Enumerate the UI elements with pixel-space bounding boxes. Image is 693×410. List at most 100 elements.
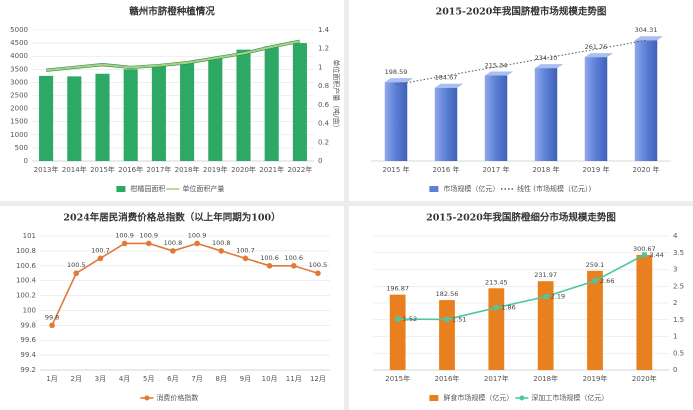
y-tick-label: 100.4 xyxy=(16,277,37,285)
y-tick-label: 4000 xyxy=(10,52,28,60)
point xyxy=(121,240,128,247)
bar xyxy=(123,69,138,161)
data-label: 300.67 xyxy=(633,245,656,253)
y-tick-label: 1000 xyxy=(10,131,28,139)
x-tick-label: 2020 年 xyxy=(632,165,659,174)
y-tick-label: 3500 xyxy=(10,65,28,73)
line xyxy=(46,40,301,72)
y-tick-label: 99.4 xyxy=(20,351,36,359)
x-tick-label: 1月 xyxy=(46,375,57,383)
bar-top xyxy=(384,78,414,83)
data-label: 234.10 xyxy=(535,54,558,62)
point xyxy=(395,316,401,322)
x-tick-label: 2017 年 xyxy=(482,165,509,174)
x-tick-label: 2016年 xyxy=(118,165,143,174)
x-tick-label: 2019年 xyxy=(583,374,608,383)
data-label: 2.66 xyxy=(600,277,614,285)
x-tick-label: 2015 年 xyxy=(382,165,409,174)
bar-top xyxy=(634,36,664,41)
x-tick-label: 2013年 xyxy=(34,165,59,174)
bar xyxy=(39,75,54,161)
y2-tick-label: 1.5 xyxy=(673,316,684,324)
point xyxy=(592,278,598,284)
bar xyxy=(389,294,406,370)
bar xyxy=(180,62,195,161)
data-label: 1.52 xyxy=(403,315,417,323)
legend-label: 单位面积产量 xyxy=(182,184,224,193)
x-tick-label: 10月 xyxy=(262,375,278,383)
x-tick-label: 7月 xyxy=(191,375,202,383)
legend-label: 鲜食市场规模（亿元） xyxy=(443,393,513,402)
x-tick-label: 2018年 xyxy=(175,165,200,174)
bar-top xyxy=(434,83,464,88)
legend-label: 柑橘园面积 xyxy=(130,184,165,193)
chart-title: 2024年居民消费价格总指数（以上年同期为100） xyxy=(63,212,280,224)
point xyxy=(49,322,55,329)
data-label: 100.7 xyxy=(236,246,255,254)
x-tick-label: 2015年 xyxy=(90,165,115,174)
x-tick-label: 2019年 xyxy=(203,165,228,174)
point xyxy=(315,270,321,277)
chart-title: 2015-2020年我国脐橙市场规模走势图 xyxy=(436,6,607,18)
y2-tick-label: 1.4 xyxy=(318,26,330,34)
legend-label: 线性 (市场规模（亿元）) xyxy=(517,184,591,193)
bar xyxy=(634,40,658,161)
point xyxy=(242,255,249,262)
chart-title: 2015-2020年我国脐橙细分市场规模走势图 xyxy=(426,212,616,224)
data-label: 184.67 xyxy=(435,74,458,82)
x-tick-label: 8月 xyxy=(216,375,227,383)
panel xyxy=(349,206,693,410)
point xyxy=(194,240,200,247)
x-tick-label: 2017年 xyxy=(146,165,171,174)
point xyxy=(543,294,549,300)
data-label: 1.86 xyxy=(501,304,515,312)
y-tick-label: 3000 xyxy=(10,78,28,86)
data-label: 213.45 xyxy=(485,278,508,286)
data-label: 100.6 xyxy=(260,254,279,262)
x-tick-label: 2016年 xyxy=(435,374,460,383)
data-label: 100.6 xyxy=(284,254,303,262)
point xyxy=(97,255,104,262)
legend-swatch xyxy=(429,395,439,401)
y-tick-label: 2500 xyxy=(10,92,28,100)
y-tick-label: 101 xyxy=(23,232,36,240)
y-tick-label: 100.6 xyxy=(16,262,37,270)
y-tick-label: 2000 xyxy=(10,105,28,113)
trend-line xyxy=(395,39,647,86)
y2-tick-label: 0 xyxy=(673,366,677,374)
data-label: 1.51 xyxy=(452,315,466,323)
x-tick-label: 6月 xyxy=(167,375,178,383)
data-label: 198.59 xyxy=(385,68,408,76)
bar xyxy=(439,300,455,370)
y2-tick-label: 2 xyxy=(673,299,677,307)
bar xyxy=(67,76,82,161)
legend-label: 深加工市场规模（亿元） xyxy=(531,393,608,402)
bar xyxy=(534,68,558,161)
bar-top xyxy=(484,71,514,76)
bar xyxy=(151,64,166,161)
x-tick-label: 4月 xyxy=(119,375,130,383)
point xyxy=(641,252,647,258)
x-tick-label: 2017年 xyxy=(484,374,509,383)
x-tick-label: 5月 xyxy=(143,375,154,383)
bar xyxy=(484,75,508,161)
point xyxy=(218,248,225,254)
y2-tick-label: 0.4 xyxy=(318,120,330,128)
x-tick-label: 2020年 xyxy=(632,374,657,383)
y2-tick-label: 0.5 xyxy=(673,349,684,357)
x-tick-label: 2021年 xyxy=(259,165,284,174)
legend-marker xyxy=(144,395,150,401)
y-tick-label: 500 xyxy=(15,144,28,152)
bar xyxy=(236,49,251,161)
y-tick-label: 99.6 xyxy=(20,336,36,344)
y-tick-label: 1500 xyxy=(10,118,28,126)
point xyxy=(145,240,152,247)
data-label: 100.9 xyxy=(188,231,207,239)
data-label: 215.34 xyxy=(485,62,508,70)
data-label: 100.8 xyxy=(212,239,231,247)
bar xyxy=(488,288,505,370)
data-label: 100.9 xyxy=(139,231,158,239)
panel xyxy=(0,0,344,201)
data-label: 304.31 xyxy=(635,26,658,34)
